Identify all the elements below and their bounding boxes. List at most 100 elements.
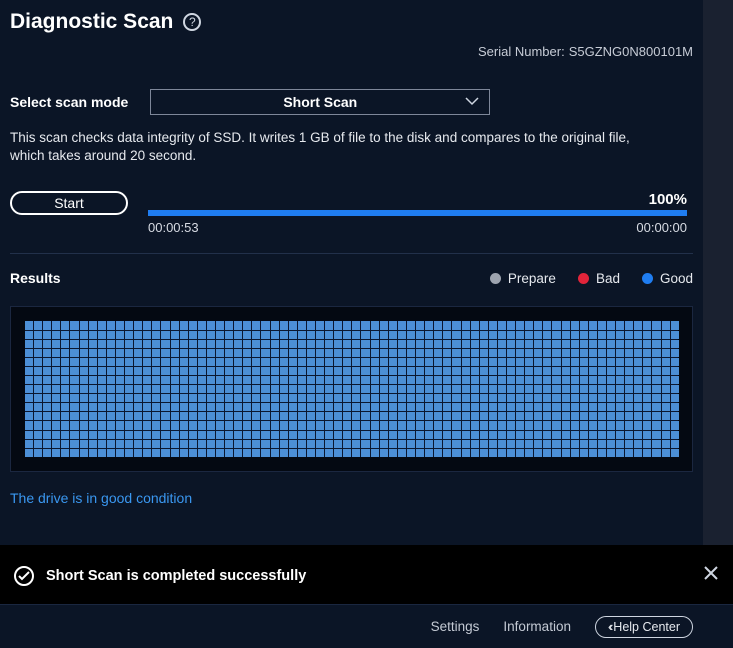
grid-cell — [471, 403, 479, 411]
grid-cell — [562, 449, 570, 457]
serial-label: Serial Number: — [478, 44, 565, 59]
grid-cell — [298, 358, 306, 366]
grid-cell — [507, 349, 515, 357]
grid-cell — [116, 412, 124, 420]
grid-cell — [480, 367, 488, 375]
grid-cell — [152, 385, 160, 393]
grid-cell — [671, 331, 679, 339]
grid-cell — [352, 421, 360, 429]
grid-cell — [89, 421, 97, 429]
grid-cell — [662, 394, 670, 402]
grid-cell — [289, 449, 297, 457]
grid-cell — [89, 403, 97, 411]
scan-mode-select[interactable]: Short Scan — [150, 89, 490, 115]
grid-cell — [452, 331, 460, 339]
grid-cell — [562, 349, 570, 357]
grid-cell — [480, 449, 488, 457]
grid-cell — [289, 358, 297, 366]
grid-cell — [534, 431, 542, 439]
grid-cell — [634, 431, 642, 439]
grid-cell — [43, 421, 51, 429]
grid-cell — [52, 385, 60, 393]
grid-cell — [225, 394, 233, 402]
grid-cell — [216, 440, 224, 448]
grid-cell — [289, 349, 297, 357]
grid-cell — [389, 321, 397, 329]
grid-cell — [216, 431, 224, 439]
grid-cell — [289, 385, 297, 393]
grid-cell — [307, 403, 315, 411]
grid-cell — [298, 421, 306, 429]
settings-link[interactable]: Settings — [431, 619, 480, 634]
grid-cell — [61, 449, 69, 457]
help-icon[interactable]: ? — [183, 13, 201, 31]
grid-cell — [343, 421, 351, 429]
grid-cell — [361, 349, 369, 357]
grid-cell — [371, 321, 379, 329]
grid-cell — [343, 340, 351, 348]
close-icon[interactable] — [703, 565, 719, 586]
grid-cell — [134, 321, 142, 329]
grid-cell — [398, 440, 406, 448]
grid-cell — [489, 394, 497, 402]
grid-cell — [234, 367, 242, 375]
grid-cell — [298, 449, 306, 457]
grid-cell — [580, 340, 588, 348]
grid-cell — [134, 376, 142, 384]
grid-cell — [607, 431, 615, 439]
grid-cell — [525, 385, 533, 393]
grid-cell — [125, 376, 133, 384]
grid-cell — [34, 403, 42, 411]
grid-cell — [543, 321, 551, 329]
grid-cell — [598, 412, 606, 420]
grid-cell — [307, 367, 315, 375]
grid-cell — [471, 349, 479, 357]
grid-cell — [589, 412, 597, 420]
grid-cell — [434, 440, 442, 448]
grid-cell — [52, 412, 60, 420]
grid-cell — [80, 403, 88, 411]
grid-cell — [61, 340, 69, 348]
grid-cell — [216, 331, 224, 339]
grid-cell — [625, 340, 633, 348]
grid-cell — [207, 431, 215, 439]
grid-cell — [598, 349, 606, 357]
grid-cell — [625, 394, 633, 402]
grid-cell — [89, 331, 97, 339]
grid-cell — [443, 394, 451, 402]
grid-cell — [507, 394, 515, 402]
grid-cell — [480, 412, 488, 420]
grid-cell — [189, 340, 197, 348]
grid-cell — [571, 440, 579, 448]
grid-cell — [225, 449, 233, 457]
grid-cell — [471, 440, 479, 448]
grid-cell — [462, 421, 470, 429]
grid-cell — [316, 358, 324, 366]
grid-cell — [416, 367, 424, 375]
grid-cell — [261, 394, 269, 402]
grid-cell — [34, 449, 42, 457]
grid-cell — [525, 440, 533, 448]
grid-cell — [116, 421, 124, 429]
grid-cell — [180, 449, 188, 457]
grid-cell — [134, 449, 142, 457]
grid-cell — [662, 385, 670, 393]
grid-cell — [552, 403, 560, 411]
grid-cell — [334, 403, 342, 411]
grid-cell — [161, 412, 169, 420]
information-link[interactable]: Information — [503, 619, 571, 634]
help-center-button[interactable]: ‹‹ Help Center — [595, 616, 693, 638]
grid-cell — [52, 440, 60, 448]
grid-cell — [125, 394, 133, 402]
grid-cell — [171, 376, 179, 384]
grid-cell — [534, 449, 542, 457]
start-button[interactable]: Start — [10, 191, 128, 215]
grid-cell — [398, 449, 406, 457]
grid-cell — [198, 394, 206, 402]
grid-cell — [389, 349, 397, 357]
grid-cell — [171, 394, 179, 402]
grid-cell — [571, 394, 579, 402]
grid-cell — [116, 403, 124, 411]
grid-cell — [425, 403, 433, 411]
grid-cell — [480, 321, 488, 329]
